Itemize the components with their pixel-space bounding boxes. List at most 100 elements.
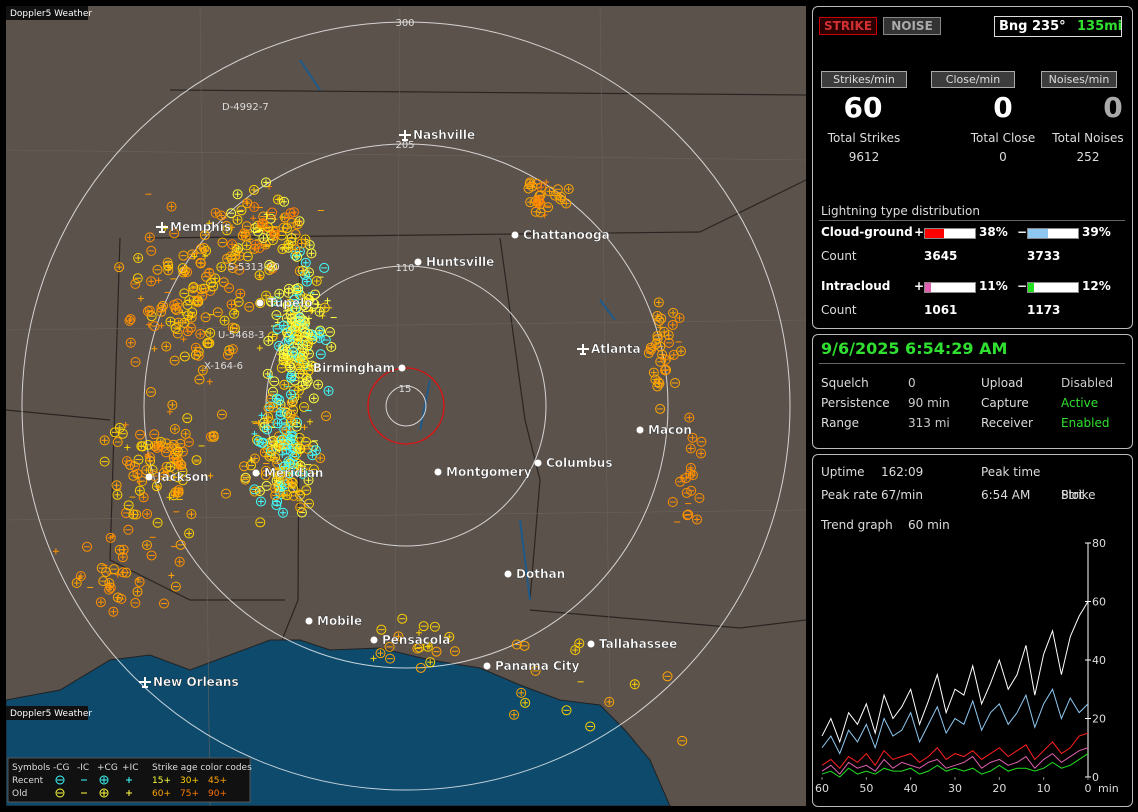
- app-title: Doppler5 Weather: [10, 709, 92, 719]
- city-label: Tupelo: [268, 296, 313, 310]
- title-tab: [6, 6, 88, 20]
- setting-value: 0: [908, 376, 916, 390]
- strike-ring: [121, 507, 132, 518]
- strike-ring: [685, 462, 696, 473]
- strike-marker: [166, 494, 173, 501]
- strike-marker: [229, 323, 240, 334]
- strike-marker: [109, 533, 116, 540]
- strike-marker: [178, 250, 189, 261]
- legend-label: Strike age color codes: [152, 763, 252, 773]
- strike-ring: [226, 208, 237, 219]
- rate-label: Close/min: [931, 71, 1015, 88]
- strike-ring: [261, 177, 272, 188]
- strike-marker: [221, 225, 232, 236]
- strike-ring: [169, 355, 180, 366]
- strike-marker: [295, 460, 306, 471]
- strike-marker: [112, 437, 123, 448]
- strike-ring: [294, 266, 305, 277]
- strike-marker: [320, 335, 331, 346]
- range-label: 15: [399, 384, 412, 395]
- strike-marker: [123, 500, 134, 511]
- strike-marker: [186, 509, 197, 520]
- strike-ring: [198, 283, 209, 294]
- strike-marker: [280, 491, 287, 498]
- strike-ring: [306, 360, 317, 371]
- airport-icon: [139, 677, 151, 688]
- rate-label: Noises/min: [1041, 71, 1117, 88]
- city-dot: [483, 662, 491, 670]
- strike-ring: [282, 490, 293, 501]
- strike-ring: [278, 222, 289, 233]
- strike-marker: [263, 211, 270, 218]
- trend-line: [821, 688, 1089, 755]
- strike-marker: [112, 592, 123, 603]
- range-ring: [385, 385, 427, 427]
- strike-button[interactable]: STRIKE: [819, 17, 877, 35]
- strike-marker: [282, 327, 293, 338]
- strike-ring: [511, 639, 522, 650]
- legend-age: 75+: [180, 789, 199, 799]
- strike-marker: [281, 444, 292, 455]
- strike-ring: [655, 356, 666, 367]
- strike-marker: [112, 489, 123, 500]
- strike-marker: [277, 507, 288, 518]
- strike-ring: [313, 379, 324, 390]
- city-dot: [398, 364, 406, 372]
- strike-ring: [281, 223, 292, 234]
- noise-button[interactable]: NOISE: [883, 17, 941, 35]
- strike-marker: [292, 251, 303, 262]
- city-label: Huntsville: [426, 255, 494, 269]
- legend-symbol: [126, 790, 132, 796]
- strike-ring: [288, 490, 299, 501]
- strike-ring: [425, 657, 436, 668]
- strike-ring: [414, 642, 425, 653]
- strike-ring: [175, 539, 186, 550]
- strike-marker: [648, 367, 659, 378]
- legend-row-label: Recent: [12, 776, 44, 786]
- strike-ring: [161, 438, 172, 449]
- strike-marker: [288, 347, 299, 358]
- strike-ring: [652, 330, 663, 341]
- strike-ring: [132, 586, 143, 597]
- strike-marker: [294, 368, 305, 379]
- legend-ring: [55, 775, 65, 785]
- airport-icon: [156, 222, 168, 233]
- strike-ring: [294, 352, 305, 363]
- type-name: Cloud-ground: [821, 225, 913, 239]
- strike-ring: [152, 517, 163, 528]
- strike-ring: [662, 671, 673, 682]
- count: 1061: [924, 303, 958, 317]
- strike-marker: [258, 412, 265, 419]
- strike-ring: [133, 454, 144, 465]
- strike-marker: [552, 184, 563, 195]
- city-label: New Orleans: [153, 675, 239, 689]
- x-tick-label: 30: [948, 782, 962, 795]
- legend-column: +IC: [122, 763, 138, 773]
- strike-marker: [272, 418, 283, 429]
- strike-ring: [692, 514, 703, 525]
- strike-marker: [292, 219, 303, 230]
- strike-marker: [681, 487, 692, 498]
- strike-marker: [130, 278, 141, 289]
- strike-marker: [685, 462, 696, 473]
- strike-ring: [431, 646, 442, 657]
- strike-ring: [275, 488, 286, 499]
- strike-ring: [300, 436, 311, 447]
- strike-marker: [267, 235, 278, 246]
- strike-ring: [112, 592, 123, 603]
- strike-ring: [217, 237, 228, 248]
- strike-ring: [271, 475, 282, 486]
- clock: 9/6/2025 6:54:29 AM: [821, 339, 1008, 358]
- strike-marker: [206, 378, 213, 385]
- x-tick-label: 40: [904, 782, 918, 795]
- range-ring: [143, 143, 669, 669]
- strike-ring: [275, 407, 286, 418]
- strike-ring: [173, 446, 184, 457]
- strike-ring: [646, 344, 657, 355]
- strike-ring: [117, 428, 128, 439]
- strike-marker: [108, 606, 119, 617]
- city-label: Mobile: [317, 614, 362, 628]
- stat-value: 6:54 AM: [981, 488, 1031, 502]
- strike-marker: [227, 344, 238, 355]
